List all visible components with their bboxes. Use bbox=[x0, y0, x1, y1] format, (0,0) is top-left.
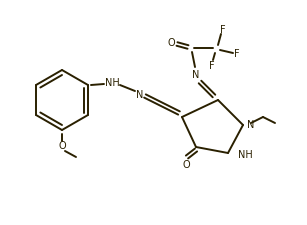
Text: O: O bbox=[58, 141, 66, 151]
Text: F: F bbox=[220, 25, 226, 35]
Text: NH: NH bbox=[238, 150, 253, 160]
Text: F: F bbox=[209, 61, 215, 71]
Text: N: N bbox=[247, 120, 255, 130]
Text: N: N bbox=[192, 70, 200, 80]
Text: F: F bbox=[234, 49, 240, 59]
Text: O: O bbox=[182, 160, 190, 170]
Text: N: N bbox=[136, 90, 144, 100]
Text: NH: NH bbox=[105, 78, 119, 88]
Text: O: O bbox=[167, 38, 175, 48]
